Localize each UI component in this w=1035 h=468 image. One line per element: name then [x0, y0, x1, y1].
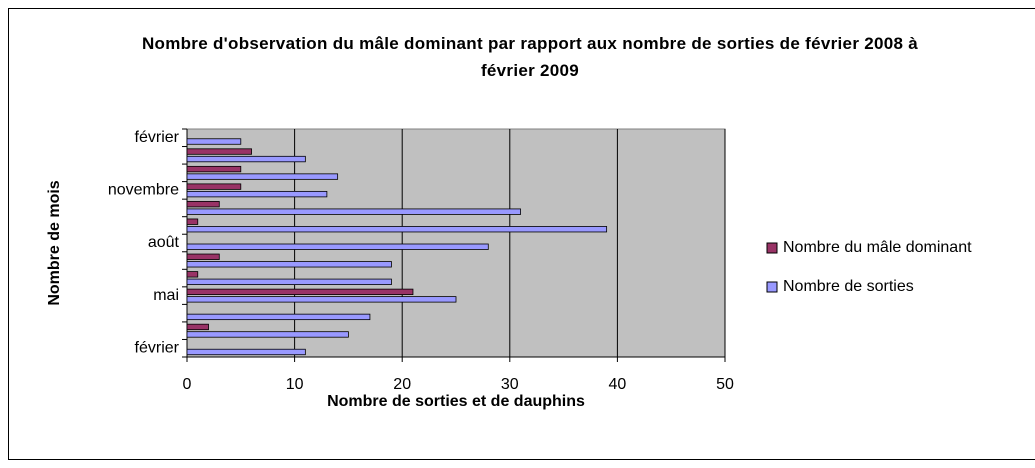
y-tick-label: février — [135, 129, 180, 146]
bar — [186, 348, 306, 356]
bar — [186, 165, 242, 173]
bar — [186, 190, 328, 198]
y-tick-label: mai — [153, 287, 179, 304]
bar — [186, 261, 392, 268]
bar — [186, 226, 608, 233]
bar — [186, 313, 371, 321]
bar — [186, 271, 199, 278]
x-tick-label: 50 — [716, 376, 734, 393]
y-tick-label: février — [135, 339, 180, 356]
y-tick-label: août — [148, 234, 180, 251]
bar — [186, 296, 457, 303]
x-tick-label: 20 — [393, 376, 411, 393]
plot-area — [186, 128, 726, 358]
bar — [186, 218, 199, 225]
bar — [186, 253, 220, 260]
bar — [186, 288, 414, 296]
y-tick-label: novembre — [108, 182, 179, 199]
bar — [186, 323, 209, 331]
bar — [186, 155, 306, 163]
legend-swatch — [766, 281, 778, 293]
bar — [186, 208, 521, 215]
bar — [186, 173, 339, 180]
x-tick-label: 0 — [183, 376, 192, 393]
x-tick-label: 30 — [501, 376, 519, 393]
legend-label: Nombre de sorties — [783, 278, 914, 295]
x-tick-label: 10 — [286, 376, 304, 393]
x-axis-label: Nombre de sorties et de dauphins — [327, 393, 585, 410]
bar — [186, 183, 242, 190]
bar — [186, 243, 489, 250]
bar — [186, 201, 220, 208]
legend-label: Nombre du mâle dominant — [783, 239, 972, 256]
legend-swatch — [766, 242, 778, 254]
bar — [186, 138, 242, 145]
y-axis-label: Nombre de mois — [46, 180, 63, 305]
bar — [186, 148, 252, 155]
bar — [186, 331, 349, 338]
x-tick-label: 40 — [609, 376, 627, 393]
bar — [186, 278, 392, 285]
chart-title: Nombre d'observation du mâle dominant pa… — [141, 34, 919, 80]
